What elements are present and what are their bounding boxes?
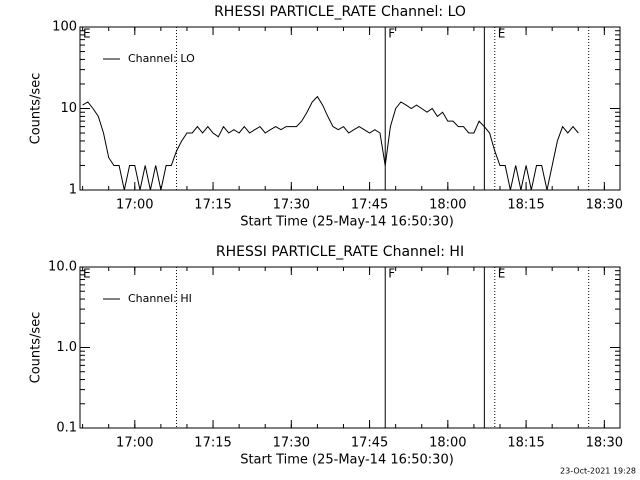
y-tick-label: 100 — [52, 20, 77, 35]
y-axis-label: Counts/sec — [29, 73, 44, 145]
x-axis-label: Start Time (25-May-14 16:50:30) — [240, 215, 454, 230]
legend-label: Channel: HI — [128, 292, 192, 305]
x-tick-label: 18:15 — [507, 198, 544, 213]
event-label: F — [388, 27, 395, 41]
x-axis-label: Start Time (25-May-14 16:50:30) — [240, 453, 454, 468]
legend-label: Channel: LO — [128, 52, 195, 65]
x-tick-label: 17:30 — [273, 198, 310, 213]
y-tick-label: 1 — [69, 183, 77, 198]
x-tick-label: 17:45 — [351, 436, 388, 451]
x-tick-label: 17:30 — [273, 436, 310, 451]
y-tick-label: 10 — [60, 101, 77, 116]
data-line — [82, 95, 579, 191]
x-tick-label: 17:00 — [116, 436, 153, 451]
event-label: E — [498, 267, 506, 281]
y-tick-label: 1.0 — [56, 340, 77, 355]
x-tick-label: 17:15 — [194, 198, 231, 213]
x-tick-label: 17:00 — [116, 198, 153, 213]
event-label: F — [388, 267, 395, 281]
chart-title: RHESSI PARTICLE_RATE Channel: HI — [216, 244, 464, 260]
chart-title: RHESSI PARTICLE_RATE Channel: LO — [214, 4, 466, 20]
x-tick-label: 17:45 — [351, 198, 388, 213]
footer: 23-Oct-2021 19:28 — [560, 467, 636, 476]
y-tick-label: 10.0 — [48, 260, 77, 275]
event-label: E — [83, 267, 91, 281]
x-tick-label: 17:15 — [194, 436, 231, 451]
event-label: E — [83, 27, 91, 41]
y-axis-label: Counts/sec — [29, 312, 44, 384]
x-tick-label: 18:00 — [429, 198, 466, 213]
event-label: E — [498, 27, 506, 41]
x-tick-label: 18:15 — [507, 436, 544, 451]
x-tick-label: 18:00 — [429, 436, 466, 451]
y-tick-label: 0.1 — [56, 421, 77, 436]
x-tick-label: 18:30 — [586, 436, 623, 451]
x-tick-label: 18:30 — [586, 198, 623, 213]
